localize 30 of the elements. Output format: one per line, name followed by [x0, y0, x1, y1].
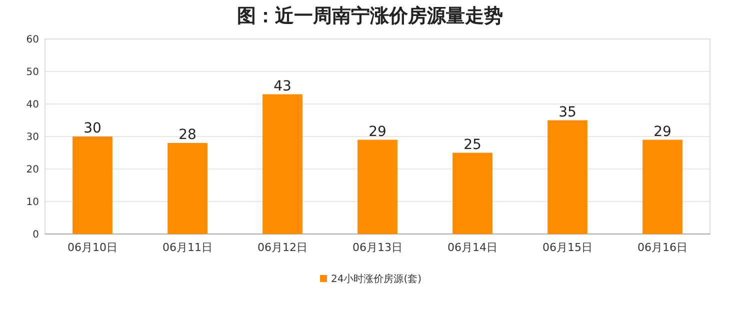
bar — [452, 152, 492, 234]
y-tick-label: 50 — [26, 67, 39, 78]
data-label: 29 — [368, 124, 386, 140]
data-label: 29 — [654, 124, 672, 140]
chart-title: 图：近一周南宁涨价房源量走势 — [237, 5, 503, 27]
data-label: 35 — [558, 104, 576, 120]
y-tick-label: 40 — [26, 100, 39, 110]
x-tick-label: 06月16日 — [638, 241, 688, 254]
bar — [262, 94, 302, 234]
y-tick-label: 30 — [26, 132, 39, 143]
data-label: 30 — [84, 120, 102, 136]
x-tick-label: 06月15日 — [542, 241, 592, 254]
x-tick-label: 06月12日 — [258, 241, 308, 254]
data-label: 25 — [464, 136, 482, 153]
bar — [168, 143, 208, 234]
data-label: 43 — [274, 78, 292, 94]
y-tick-label: 10 — [26, 197, 39, 208]
legend-label: 24小时涨价房源(套) — [331, 273, 422, 285]
x-tick-label: 06月11日 — [162, 241, 212, 254]
y-tick-label: 60 — [26, 34, 39, 46]
data-label: 28 — [178, 127, 196, 143]
bar — [548, 120, 588, 234]
bar — [642, 140, 682, 234]
bar — [72, 136, 112, 234]
y-tick-label: 0 — [32, 230, 39, 240]
x-tick-label: 06月10日 — [68, 241, 118, 254]
y-tick-label: 20 — [26, 164, 39, 176]
x-tick-label: 06月13日 — [352, 241, 402, 254]
x-tick-label: 06月14日 — [448, 241, 498, 254]
bar — [358, 140, 398, 234]
